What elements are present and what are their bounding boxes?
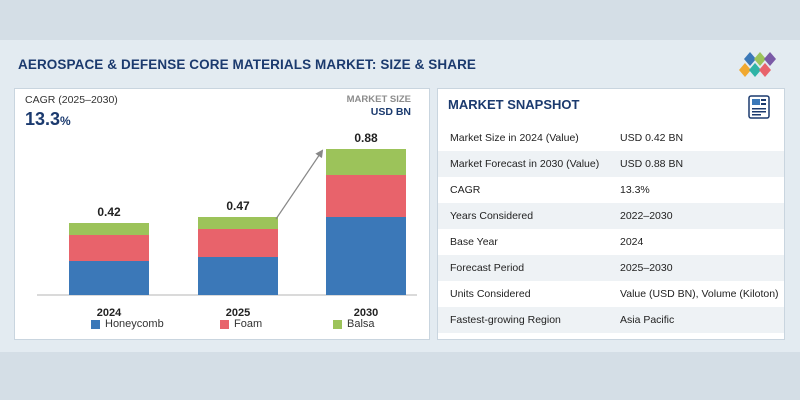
bar-honeycomb-2030 <box>326 217 406 295</box>
snapshot-key: Forecast Period <box>438 255 608 281</box>
infographic-card: AEROSPACE & DEFENSE CORE MATERIALS MARKE… <box>0 40 800 352</box>
x-tick-label-2025: 2025 <box>226 307 250 319</box>
snapshot-row: Fastest-growing Region Asia Pacific <box>438 307 784 333</box>
snapshot-key: Fastest-growing Region <box>438 307 608 333</box>
bar-foam-2024 <box>69 235 149 261</box>
market-size-chart-panel: CAGR (2025–2030) 13.3% MARKET SIZE USD B… <box>14 88 430 340</box>
snapshot-row: Forecast Period 2025–2030 <box>438 255 784 281</box>
data-label-2024: 0.42 <box>97 205 121 219</box>
bar-balsa-2024 <box>69 223 149 235</box>
snapshot-row: Market Size in 2024 (Value) USD 0.42 BN <box>438 125 784 151</box>
snapshot-key: Units Considered <box>450 288 531 300</box>
snapshot-row: Years Considered 2022–2030 <box>438 203 784 229</box>
snapshot-key: Base Year <box>450 236 498 248</box>
snapshot-value: 2025–2030 <box>608 255 784 281</box>
data-label-2030: 0.88 <box>354 131 378 145</box>
legend-label: Foam <box>234 318 263 330</box>
legend-label: Honeycomb <box>105 318 164 330</box>
report-icon <box>748 95 770 119</box>
snapshot-row: Market Forecast in 2030 (Value) USD 0.88 … <box>438 151 784 177</box>
snapshot-table: Market Size in 2024 (Value) USD 0.42 BN Ma… <box>438 125 784 333</box>
legend-item-honeycomb: Honeycomb <box>91 318 164 330</box>
cagr-value: 13.3% <box>25 109 71 130</box>
cagr-label: CAGR (2025–2030) <box>25 94 118 106</box>
chart-legend: Honeycomb Foam Balsa <box>15 318 431 334</box>
snapshot-row: Base Year 2024 <box>438 229 784 255</box>
bar-honeycomb-2024 <box>69 261 149 295</box>
data-label-2025: 0.47 <box>226 199 250 213</box>
snapshot-value: USD 0.88 BN <box>608 151 784 177</box>
bar-honeycomb-2025 <box>198 257 278 295</box>
legend-swatch <box>333 319 342 329</box>
snapshot-value: 2022–2030 <box>608 203 784 229</box>
brand-logo-icon <box>739 52 776 77</box>
growth-arrow <box>275 149 324 220</box>
market-snapshot-panel: MARKET SNAPSHOT Market Size in 2024 (Val… <box>437 88 785 340</box>
page-title: AEROSPACE & DEFENSE CORE MATERIALS MARKE… <box>18 57 477 72</box>
snapshot-row: CAGR 13.3% <box>438 177 784 203</box>
market-size-unit: USD BN <box>370 106 411 118</box>
legend-label: Balsa <box>347 318 375 330</box>
bar-balsa-2025 <box>198 217 278 229</box>
bar-foam-2025 <box>198 229 278 257</box>
legend-swatch <box>220 319 229 329</box>
legend-item-balsa: Balsa <box>333 318 375 330</box>
snapshot-row: Units Considered Value (USD BN), Volume (… <box>438 281 784 307</box>
bar-foam-2030 <box>326 175 406 217</box>
legend-swatch <box>91 319 100 329</box>
snapshot-key: Market Size in 2024 (Value) <box>450 132 579 144</box>
snapshot-value: Value (USD BN), Volume (Kiloton) <box>620 288 779 300</box>
legend-item-foam: Foam <box>220 318 262 330</box>
stacked-bar-chart: 0.42 2024 0.47 2025 0.88 2030 <box>37 131 417 319</box>
x-tick-label-2030: 2030 <box>354 307 378 319</box>
cagr-number: 13.3 <box>25 109 61 129</box>
snapshot-key: Years Considered <box>438 203 608 229</box>
cagr-unit: % <box>60 114 71 128</box>
market-size-label: MARKET SIZE <box>346 94 411 105</box>
snapshot-value: 13.3% <box>620 184 650 196</box>
snapshot-title: MARKET SNAPSHOT <box>448 97 580 112</box>
snapshot-value: Asia Pacific <box>608 307 784 333</box>
snapshot-value: USD 0.42 BN <box>620 132 684 144</box>
snapshot-value: 2024 <box>620 236 644 248</box>
snapshot-key: Market Forecast in 2030 (Value) <box>438 151 608 177</box>
bar-balsa-2030 <box>326 149 406 175</box>
x-tick-label-2024: 2024 <box>97 307 122 319</box>
snapshot-key: CAGR <box>450 184 481 196</box>
